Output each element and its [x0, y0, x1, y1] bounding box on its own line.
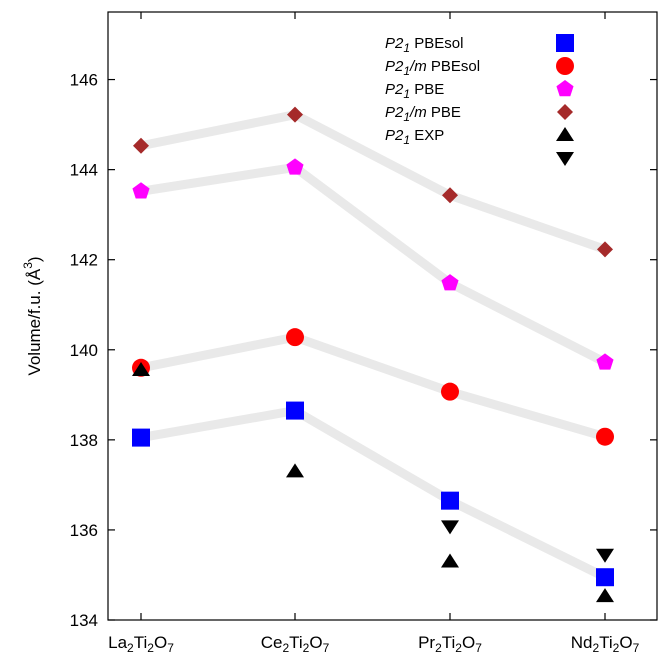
data-point-triangle-down [441, 520, 459, 535]
y-tick-label: 134 [70, 611, 98, 630]
legend-label: P21 PBEsol [385, 35, 463, 55]
data-point-circle [596, 427, 614, 446]
legend-marker-pentagon [556, 80, 574, 97]
legend-label: P21 EXP [385, 127, 444, 147]
data-point-diamond [442, 187, 458, 204]
x-tick-label: Ce2Ti2O7 [261, 633, 330, 655]
data-point-square [596, 568, 614, 587]
plot-frame [107, 11, 658, 621]
y-tick-label: 138 [70, 431, 98, 450]
data-point-pentagon [286, 158, 304, 175]
data-point-pentagon [596, 353, 614, 370]
y-tick-label: 146 [70, 71, 98, 90]
data-point-square [286, 401, 304, 420]
y-tick-label: 144 [70, 161, 98, 180]
data-markers [132, 106, 614, 603]
data-point-triangle-up [132, 362, 150, 377]
data-point-triangle-up [286, 463, 304, 478]
y-tick-label: 136 [70, 521, 98, 540]
axis-ticks: 134 136 138 140 142 144 146 La2Ti2O7 Ce2Ti2O7 Pr2… [70, 12, 657, 655]
data-point-pentagon [132, 182, 150, 199]
legend-label: P21/m PBE [385, 104, 461, 124]
legend: P21 PBEsol P21/m PBEsol P21 PBE P21/m PBE P2… [385, 34, 574, 166]
legend-marker-circle [556, 57, 574, 75]
legend-marker-triangle-down [556, 152, 574, 166]
legend-marker-triangle-up [556, 127, 574, 141]
data-point-triangle-down [596, 548, 614, 563]
series-line [140, 406, 607, 582]
connecting-lines [140, 110, 608, 582]
series-line [140, 110, 607, 254]
data-point-triangle-up [441, 553, 459, 568]
legend-marker-diamond [557, 104, 573, 120]
data-point-pentagon [441, 274, 459, 291]
series-line [140, 162, 608, 367]
series-line [140, 332, 607, 442]
data-point-square [132, 428, 150, 447]
data-point-circle [441, 382, 459, 401]
x-tick-label: La2Ti2O7 [108, 633, 174, 655]
data-point-triangle-up [596, 588, 614, 603]
legend-label: P21 PBE [385, 81, 444, 101]
data-point-circle [286, 328, 304, 347]
x-tick-label: Nd2Ti2O7 [571, 633, 640, 655]
data-point-square [441, 491, 459, 510]
x-tick-label: Pr2Ti2O7 [418, 633, 482, 655]
legend-marker-square [556, 34, 574, 52]
data-point-diamond [597, 241, 613, 258]
y-tick-label: 140 [70, 341, 98, 360]
y-tick-label: 142 [70, 251, 98, 270]
data-point-diamond [133, 137, 149, 154]
data-point-diamond [287, 106, 303, 123]
y-axis-title: Volume/f.u. (Å3) [21, 256, 44, 375]
legend-label: P21/m PBEsol [385, 58, 480, 78]
